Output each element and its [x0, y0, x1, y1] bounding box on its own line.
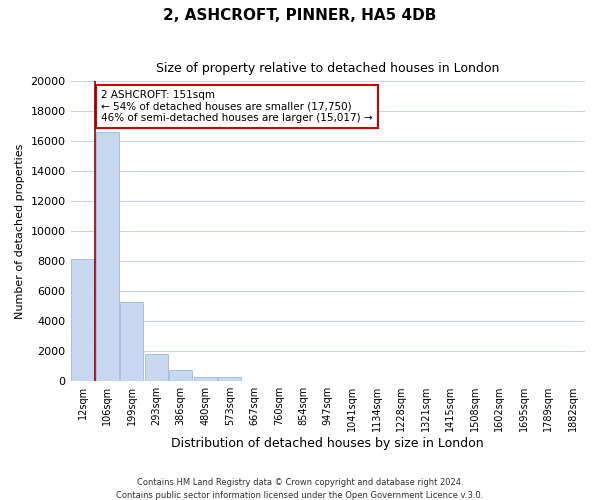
- Text: Contains HM Land Registry data © Crown copyright and database right 2024.
Contai: Contains HM Land Registry data © Crown c…: [116, 478, 484, 500]
- Bar: [95, 132, 119, 381]
- Bar: [194, 376, 217, 381]
- Text: 2 ASHCROFT: 151sqm
← 54% of detached houses are smaller (17,750)
46% of semi-det: 2 ASHCROFT: 151sqm ← 54% of detached hou…: [101, 90, 373, 123]
- Bar: [218, 378, 241, 381]
- Text: 2, ASHCROFT, PINNER, HA5 4DB: 2, ASHCROFT, PINNER, HA5 4DB: [163, 8, 437, 22]
- Bar: [145, 354, 168, 381]
- X-axis label: Distribution of detached houses by size in London: Distribution of detached houses by size …: [172, 437, 484, 450]
- Bar: [169, 370, 193, 381]
- Bar: [120, 302, 143, 381]
- Title: Size of property relative to detached houses in London: Size of property relative to detached ho…: [156, 62, 499, 76]
- Bar: [71, 260, 94, 381]
- Y-axis label: Number of detached properties: Number of detached properties: [15, 144, 25, 318]
